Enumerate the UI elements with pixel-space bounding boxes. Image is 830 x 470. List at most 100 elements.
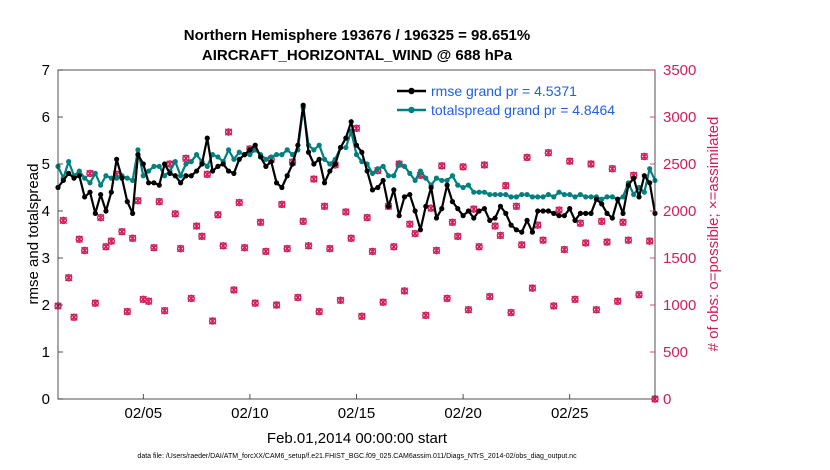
totalspread-point <box>401 163 408 169</box>
rmse-point <box>599 201 605 207</box>
obs-assimilated-point <box>91 299 100 307</box>
totalspread-point <box>193 152 200 158</box>
rmse-point <box>177 180 184 186</box>
obs-assimilated-point <box>448 218 457 226</box>
rmse-point <box>252 142 258 148</box>
totalspread-point <box>375 166 381 172</box>
y-right-tick-label: 3500 <box>663 62 696 79</box>
chart-title-line2: AIRCRAFT_HORIZONTAL_WIND @ 688 hPa <box>202 47 513 64</box>
rmse-point <box>71 175 77 181</box>
totalspread-point <box>385 173 392 179</box>
obs-assimilated-point <box>272 301 281 309</box>
legend-spread-marker <box>408 106 415 114</box>
totalspread-point <box>588 194 594 200</box>
rmse-point <box>417 227 424 233</box>
y-tick-label: 6 <box>42 109 50 126</box>
rmse-point <box>391 187 397 193</box>
y-tick-label: 7 <box>42 62 50 79</box>
obs-assimilated-point <box>512 202 521 210</box>
rmse-point <box>529 229 536 235</box>
rmse-point <box>588 210 594 216</box>
totalspread-point <box>124 175 130 181</box>
obs-assimilated-point <box>304 242 313 250</box>
totalspread-point <box>556 189 562 195</box>
totalspread-point <box>503 191 509 198</box>
rmse-point <box>337 144 344 151</box>
totalspread-point <box>268 154 274 160</box>
totalspread-point <box>417 168 424 174</box>
totalspread-point <box>551 194 557 200</box>
totalspread-point <box>604 194 610 200</box>
totalspread-point <box>369 170 376 176</box>
obs-assimilated-point <box>251 299 259 307</box>
totalspread-point <box>140 173 146 179</box>
rmse-point <box>412 208 418 214</box>
totalspread-point <box>641 189 647 195</box>
obs-assimilated-point <box>502 181 510 190</box>
rmse-point <box>497 203 504 209</box>
obs-assimilated-point <box>118 227 126 236</box>
totalspread-point <box>316 142 322 148</box>
rmse-point <box>146 180 152 186</box>
rmse-point <box>492 215 498 221</box>
obs-assimilated-point <box>454 232 462 241</box>
rmse-point <box>289 161 296 167</box>
obs-assimilated-point <box>555 206 563 214</box>
rmse-point <box>487 217 493 223</box>
x-tick-label: 02/25 <box>551 405 589 422</box>
totalspread-point <box>460 184 466 191</box>
rmse-point <box>540 208 546 214</box>
totalspread-point <box>529 194 536 200</box>
obs-assimilated-point <box>214 211 222 219</box>
obs-assimilated-point <box>176 244 185 253</box>
totalspread-point <box>407 170 413 176</box>
rmse-point <box>257 154 264 160</box>
series-layer <box>55 102 658 235</box>
obs-assimilated-point <box>571 295 579 304</box>
y-right-tick-label: 3000 <box>663 109 696 126</box>
rmse-point <box>433 215 440 221</box>
y-tick-label: 3 <box>42 250 50 267</box>
totalspread-point <box>231 156 237 162</box>
rmse-point <box>583 210 589 216</box>
obs-assimilated-point <box>235 198 243 207</box>
rmse-point <box>305 149 312 155</box>
totalspread-point <box>449 173 456 179</box>
totalspread-point <box>327 161 333 167</box>
rmse-point <box>98 191 104 198</box>
totalspread-point <box>353 152 360 158</box>
obs-assimilated-point <box>560 245 569 254</box>
rmse-point <box>247 147 253 153</box>
obs-assimilated-point <box>486 292 494 301</box>
totalspread-point <box>412 177 418 184</box>
rmse-point <box>273 180 280 186</box>
rmse-point <box>428 184 434 191</box>
obs-assimilated-point <box>475 243 483 251</box>
rmse-point <box>524 217 530 223</box>
totalspread-point <box>66 159 72 165</box>
rmse-point <box>439 206 445 212</box>
rmse-point <box>108 189 114 195</box>
totalspread-point <box>103 173 109 179</box>
totalspread-point <box>273 152 280 158</box>
obs-assimilated-point <box>582 239 590 247</box>
obs-assimilated-point <box>576 219 585 227</box>
rmse-point <box>140 161 146 167</box>
totalspread-point <box>433 175 440 181</box>
obs-assimilated-point <box>187 294 195 303</box>
totalspread-point <box>380 163 386 169</box>
rmse-point <box>199 161 205 167</box>
rmse-point <box>471 215 477 221</box>
data-file-footer: data file: /Users/raeder/DAI/ATM_forcXX/… <box>137 453 577 460</box>
rmse-point <box>156 182 162 188</box>
totalspread-point <box>114 175 120 181</box>
obs-assimilated-point <box>438 162 446 170</box>
rmse-point <box>551 210 557 216</box>
y-tick-label: 5 <box>42 156 50 173</box>
obs-assimilated-point <box>294 293 302 302</box>
x-axis: 02/05 02/10 02/15 02/20 02/25 <box>125 394 589 422</box>
obs-assimilated-point <box>160 306 169 315</box>
obs-assimilated-point <box>102 243 110 251</box>
totalspread-point <box>535 194 541 200</box>
